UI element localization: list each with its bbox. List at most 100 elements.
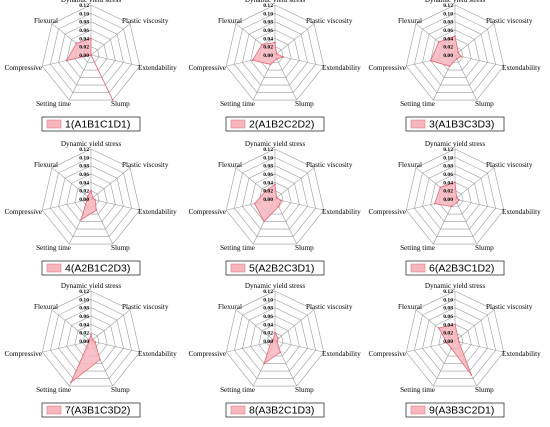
data-point (94, 199, 96, 201)
data-point (450, 205, 453, 208)
axis-label: Extendability (502, 208, 541, 216)
grid-ring (234, 299, 316, 379)
data-point (70, 381, 73, 384)
grid-ring (234, 13, 316, 93)
axis-label: Slump (111, 100, 130, 108)
legend-swatch (230, 405, 246, 415)
axis-label: Slump (111, 244, 130, 252)
tick-label: 0.00 (263, 53, 273, 59)
tick-label: 0.12 (263, 289, 273, 295)
tick-label: 0.06 (79, 172, 89, 178)
legend-swatch (230, 263, 246, 273)
data-point (279, 351, 282, 354)
data-point (448, 65, 451, 68)
data-point (454, 323, 456, 326)
grid-ring (225, 290, 325, 387)
tick-label: 0.12 (263, 3, 273, 9)
tick-label: 0.06 (443, 28, 453, 34)
grid-spoke (274, 23, 315, 56)
grid-spoke (90, 167, 131, 200)
grid-ring (58, 307, 124, 372)
data-point (94, 341, 96, 343)
grid-spoke (274, 309, 315, 342)
axis-label: Plastic viscosity (122, 17, 169, 25)
grid-ring (430, 173, 480, 222)
grid-ring (430, 315, 480, 364)
tick-label: 0.08 (443, 306, 453, 312)
axis-label: Setting time (36, 100, 71, 108)
grid-ring (225, 148, 325, 245)
tick-label: 0.02 (443, 189, 453, 195)
grid-spoke (42, 340, 92, 353)
axis-label: Dynamic yield stress (61, 140, 121, 148)
data-point (439, 186, 442, 189)
data-point (261, 43, 263, 46)
data-point (275, 196, 278, 199)
tick-label: 0.02 (443, 331, 453, 337)
axis-label: Compressive (4, 350, 42, 358)
grid-spoke (51, 309, 92, 342)
axis-label: Slump (295, 100, 314, 108)
axis-label: Flexural (34, 303, 58, 311)
data-point (272, 338, 275, 341)
legend-box (225, 402, 325, 418)
tick-label: 0.00 (79, 197, 89, 203)
axis-label: Extendability (322, 350, 361, 358)
tick-label: 0.08 (79, 164, 89, 170)
legend-swatch (410, 263, 426, 273)
data-point (450, 347, 453, 350)
axis-label: Dynamic yield stress (425, 282, 485, 290)
data-point (91, 196, 94, 199)
data-point (251, 59, 254, 61)
axis-label: Slump (475, 244, 494, 252)
legend-label: 9(A3B3C2D1) (429, 405, 494, 417)
axis-label: Setting time (36, 244, 71, 252)
grid-spoke (90, 198, 140, 211)
grid-spoke (90, 309, 131, 342)
tick-label: 0.10 (79, 155, 89, 161)
data-point (277, 337, 280, 340)
axis-label: Plastic viscosity (306, 161, 353, 169)
axis-label: Setting time (220, 100, 255, 108)
grid-ring (234, 157, 316, 237)
legend-box (405, 260, 505, 276)
data-point (455, 196, 458, 199)
grid-spoke (454, 340, 504, 353)
axis-label: Dynamic yield stress (425, 140, 485, 148)
grid-ring (66, 29, 116, 78)
tick-label: 0.06 (79, 28, 89, 34)
grid-ring (225, 4, 325, 101)
grid-spoke (274, 54, 297, 101)
legend-box (405, 116, 505, 132)
legend-box (41, 260, 141, 276)
tick-label: 0.08 (263, 306, 273, 312)
grid-ring (50, 13, 132, 93)
data-point (253, 202, 256, 205)
tick-label: 0.10 (443, 297, 453, 303)
tick-label: 0.04 (263, 180, 273, 186)
axis-label: Compressive (4, 64, 42, 72)
axis-label: Compressive (368, 208, 406, 216)
grid-spoke (454, 198, 477, 245)
grid-spoke (235, 309, 276, 342)
axis-label: Extendability (138, 208, 177, 216)
grid-spoke (274, 340, 324, 353)
grid-spoke (226, 340, 276, 353)
axis-label: Flexural (398, 17, 422, 25)
grid-ring (242, 165, 308, 230)
data-point (433, 202, 436, 205)
tick-label: 0.04 (79, 36, 89, 42)
axis-label: Compressive (188, 64, 226, 72)
tick-label: 0.02 (79, 45, 89, 51)
data-point (274, 331, 276, 334)
tick-label: 0.08 (79, 306, 89, 312)
tick-label: 0.04 (443, 36, 453, 42)
data-point (90, 37, 92, 40)
tick-label: 0.02 (263, 331, 273, 337)
tick-label: 0.12 (263, 147, 273, 153)
axis-label: Compressive (4, 208, 42, 216)
